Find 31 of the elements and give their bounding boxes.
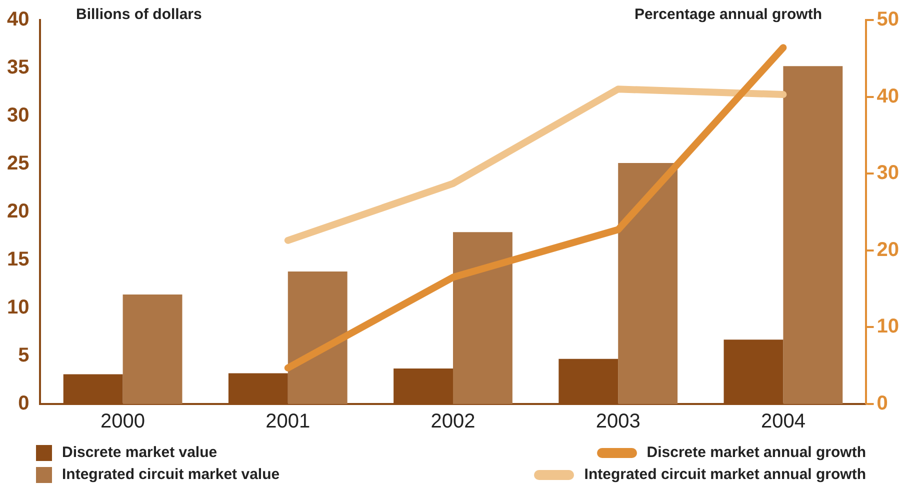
x-tick-label: 2000 — [100, 410, 146, 433]
y-tick-label: 20 — [6, 200, 30, 223]
x-tick-label: 2003 — [596, 410, 640, 433]
bar — [288, 272, 348, 404]
y2-tick-label: 50 — [876, 8, 900, 31]
bar — [453, 232, 512, 404]
bar — [783, 66, 843, 404]
x-tick-label: 2004 — [760, 410, 806, 433]
legend-label: Integrated circuit market value — [62, 466, 280, 483]
y-tick-label: 10 — [6, 296, 30, 319]
y2-tick-label: 0 — [876, 392, 888, 415]
y-tick-label: 30 — [6, 104, 30, 127]
y2-axis-title: Percentage annual growth — [634, 6, 822, 23]
x-tick-label: 2001 — [266, 410, 310, 433]
bar — [122, 294, 182, 404]
y-tick-label: 0 — [18, 392, 30, 415]
y-tick-label: 15 — [6, 248, 30, 271]
legend-label: Discrete market value — [62, 444, 218, 461]
y2-tick-label: 40 — [876, 85, 900, 108]
y-tick-label: 35 — [6, 56, 30, 79]
y2-tick-label: 20 — [876, 238, 900, 261]
y2-tick-label: 30 — [876, 162, 900, 184]
legend-label: Discrete market annual growth — [646, 444, 866, 461]
bar — [618, 163, 678, 404]
y-tick-label: 25 — [6, 152, 30, 175]
y-tick-label: 5 — [18, 344, 30, 367]
y-axis-title: Billions of dollars — [76, 6, 202, 23]
y-tick-label: 40 — [6, 8, 30, 31]
x-tick-label: 2002 — [430, 410, 476, 433]
legend-label: Integrated circuit market annual growth — [584, 466, 866, 483]
y2-tick-label: 10 — [876, 316, 900, 338]
